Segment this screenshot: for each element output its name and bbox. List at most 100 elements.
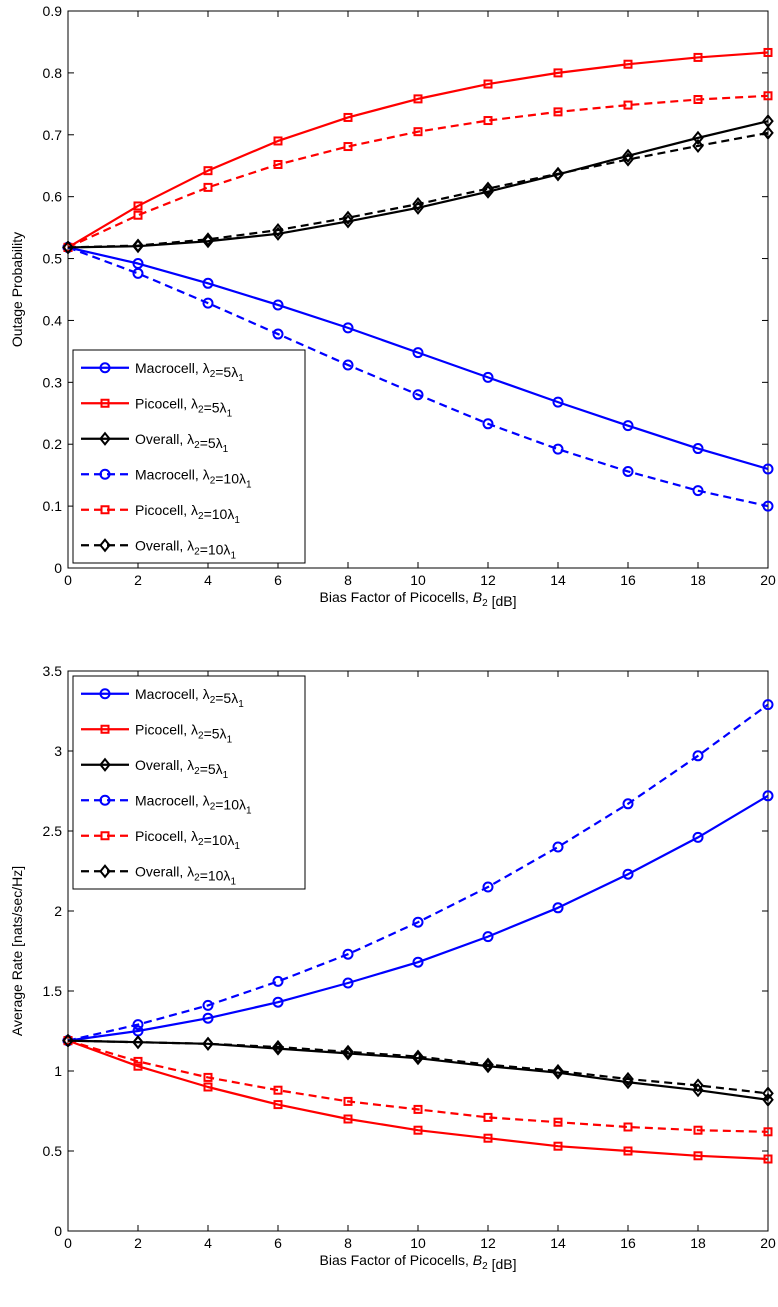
data-point: [482, 881, 494, 893]
data-point: [692, 1078, 704, 1093]
x-tick-label: 10: [410, 1235, 426, 1251]
x-tick-label: 0: [64, 1235, 72, 1251]
data-point: [483, 1112, 493, 1122]
data-point: [622, 152, 634, 167]
data-point: [343, 1114, 353, 1124]
data-point: [202, 1012, 214, 1024]
x-tick-label: 2: [134, 572, 142, 588]
chart-panel-1: 0 2 4 6 8 10 12 14 16 18 20 0 0.1 0.2 0.3 0.4 0.5 0.6 0.7 0…: [9, 3, 776, 609]
data-point: [272, 996, 284, 1008]
data-point: [342, 1044, 354, 1059]
data-point: [342, 322, 354, 334]
series-line: [67, 120, 769, 249]
data-point: [342, 977, 354, 989]
data-point: [552, 902, 564, 914]
legend-label: Overall, λ2=5λ1: [135, 757, 229, 781]
data-point: [623, 1146, 633, 1156]
series-line: [67, 131, 769, 249]
data-point: [202, 277, 214, 289]
legend-marker: [99, 431, 111, 446]
legend-label: Overall, λ2=10λ1: [135, 863, 236, 887]
data-point: [763, 91, 773, 101]
data-point: [202, 1036, 214, 1051]
legend-marker: [99, 864, 111, 879]
series-line: [67, 1039, 769, 1161]
data-point: [412, 197, 424, 212]
legend-marker: [100, 505, 110, 515]
x-tick-label: 10: [410, 572, 426, 588]
y-tick-label: 0.5: [43, 1143, 63, 1159]
data-point: [622, 1071, 634, 1087]
y-tick-label: 0.2: [43, 436, 63, 452]
data-point: [762, 699, 774, 711]
legend-marker: [99, 362, 111, 374]
data-point: [413, 94, 423, 104]
data-point: [273, 1085, 283, 1095]
y-tick-label: 0.9: [43, 3, 63, 19]
legend-box: [72, 349, 306, 564]
data-point: [342, 359, 354, 371]
x-tick-label: 12: [480, 572, 496, 588]
legend-label: Macrocell, λ2=5λ1: [135, 360, 244, 384]
data-point: [762, 790, 774, 802]
data-point: [132, 238, 144, 253]
data-point: [203, 1072, 213, 1082]
data-point: [202, 999, 214, 1011]
x-tick-label: 4: [204, 1235, 212, 1251]
legend-marker: [99, 538, 111, 553]
data-point: [622, 420, 634, 432]
data-point: [763, 47, 773, 57]
data-point: [623, 1122, 633, 1132]
data-point: [553, 68, 563, 78]
data-point: [762, 125, 774, 141]
series-line: [67, 703, 769, 1042]
legend-label: Picocell, λ2=5λ1: [135, 721, 233, 745]
series-line: [67, 1039, 769, 1101]
data-point: [762, 463, 774, 475]
legend-label: Picocell, λ2=5λ1: [135, 395, 233, 419]
series-line: [67, 794, 769, 1042]
data-point: [482, 371, 494, 383]
data-point: [413, 127, 423, 137]
data-point: [622, 465, 634, 477]
data-point: [412, 347, 424, 359]
y-tick-label: 0.4: [43, 312, 63, 328]
data-point: [133, 1056, 143, 1066]
legend-label: Picocell, λ2=10λ1: [135, 502, 240, 526]
y-tick-label: 0.5: [43, 251, 63, 267]
data-point: [552, 841, 564, 853]
data-point: [692, 443, 704, 455]
x-tick-label: 20: [760, 572, 776, 588]
data-point: [552, 443, 564, 455]
legend-label: Overall, λ2=10λ1: [135, 537, 236, 561]
chart-panel-2: 0 2 4 6 8 10 12 14 16 18 20 0 0.5 1 1.5 2 2.5 3 3.5 Bias Fa…: [9, 663, 776, 1272]
y-axis-label: Average Rate [nats/sec/Hz]: [9, 866, 25, 1036]
data-point: [622, 798, 634, 810]
x-tick-label: 16: [620, 572, 636, 588]
data-point: [693, 1151, 703, 1161]
data-point: [202, 232, 214, 247]
data-point: [412, 916, 424, 928]
x-tick-label: 0: [64, 572, 72, 588]
data-point: [62, 240, 74, 255]
data-point: [342, 948, 354, 960]
x-tick-label: 16: [620, 1235, 636, 1251]
legend-box: [72, 675, 306, 890]
data-point: [62, 1033, 74, 1048]
data-point: [552, 396, 564, 408]
series-1: [62, 241, 774, 475]
data-point: [273, 159, 283, 169]
data-point: [202, 297, 214, 309]
y-tick-label: 3.5: [43, 663, 63, 679]
data-point: [553, 107, 563, 117]
data-point: [203, 166, 213, 176]
y-tick-label: 3: [54, 743, 62, 759]
data-point: [133, 210, 143, 220]
series-6: [62, 125, 774, 255]
data-point: [623, 59, 633, 69]
y-tick-label: 0: [54, 1223, 62, 1239]
x-tick-label: 18: [690, 572, 706, 588]
data-point: [483, 1133, 493, 1143]
y-tick-label: 1: [54, 1063, 62, 1079]
